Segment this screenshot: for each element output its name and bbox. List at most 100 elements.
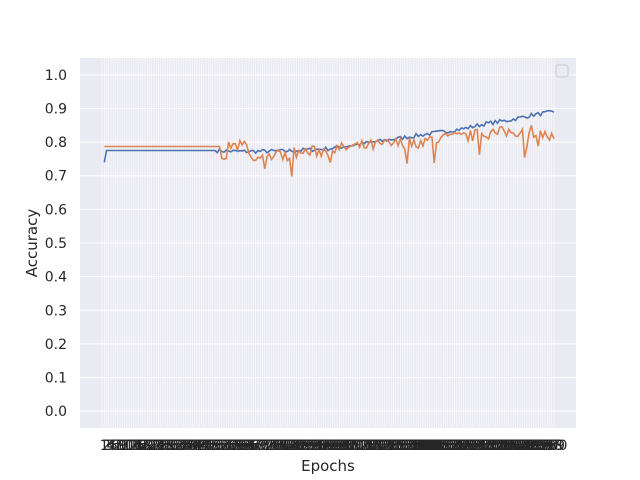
x-tick-label: 32 xyxy=(165,438,183,454)
x-tick-label: 121 xyxy=(362,438,389,454)
x-tick-label: 97 xyxy=(312,438,330,454)
y-tick-label: 0.9 xyxy=(45,101,67,117)
x-tick-label: 105 xyxy=(326,438,353,454)
x-tick-label: 77 xyxy=(267,438,285,454)
x-tick-label: 43 xyxy=(190,438,208,454)
x-tick-label: 53 xyxy=(213,438,231,454)
x-tick-label: 175 xyxy=(484,438,511,454)
x-tick-label: 197 xyxy=(534,438,561,454)
x-tick-label: 182 xyxy=(500,438,527,454)
x-tick-label: 18 xyxy=(134,438,152,454)
x-tick-label: 76 xyxy=(265,438,283,454)
x-tick-label: 60 xyxy=(229,438,247,454)
x-tick-label: 66 xyxy=(242,438,260,454)
x-tick-label: 180 xyxy=(495,438,522,454)
x-tick-label: 17 xyxy=(132,438,150,454)
x-tick-label: 134 xyxy=(391,438,418,454)
x-tick-label: 188 xyxy=(514,438,541,454)
x-tick-label: 50 xyxy=(206,438,224,454)
x-tick-label: 173 xyxy=(480,438,507,454)
x-tick-label: 118 xyxy=(355,438,382,454)
x-tick-label: 106 xyxy=(328,438,355,454)
x-tick-label: 167 xyxy=(466,438,493,454)
y-tick-label: 0.8 xyxy=(45,135,67,151)
x-tick-label: 34 xyxy=(170,438,188,454)
series-line-1 xyxy=(103,109,555,163)
x-tick-label: 98 xyxy=(315,438,333,454)
y-tick-label: 0.5 xyxy=(45,236,67,252)
x-tick-label: 82 xyxy=(278,438,296,454)
x-tick-label: 27 xyxy=(154,438,172,454)
x-tick-label: 52 xyxy=(211,438,229,454)
x-tick-label: 160 xyxy=(450,438,477,454)
x-tick-label: 172 xyxy=(477,438,504,454)
x-tick-label: 115 xyxy=(349,438,376,454)
x-tick-label: 41 xyxy=(186,438,204,454)
x-tick-label: 146 xyxy=(419,438,446,454)
x-tick-label: 152 xyxy=(432,438,459,454)
x-tick-label: 29 xyxy=(159,438,177,454)
x-tick-label: 61 xyxy=(231,438,249,454)
x-tick-label: 68 xyxy=(247,438,265,454)
x-tick-label: 81 xyxy=(276,438,294,454)
x-tick-label: 129 xyxy=(380,438,407,454)
x-tick-label: 22 xyxy=(143,438,161,454)
x-tick-label: 23 xyxy=(145,438,163,454)
x-tick-label: 31 xyxy=(163,438,181,454)
x-tick-label: 178 xyxy=(491,438,518,454)
x-tick-label: 16 xyxy=(129,438,147,454)
x-tick-label: 117 xyxy=(353,438,380,454)
x-tick-label: 196 xyxy=(532,438,559,454)
x-tick-label: 157 xyxy=(443,438,470,454)
x-tick-label: 158 xyxy=(446,438,473,454)
x-tick-label: 85 xyxy=(285,438,303,454)
x-tick-label: 20 xyxy=(138,438,156,454)
x-tick-label: 24 xyxy=(147,438,165,454)
x-tick-label: 141 xyxy=(407,438,434,454)
x-tick-label: 87 xyxy=(290,438,308,454)
y-tick-label: 0.0 xyxy=(45,404,67,420)
x-tick-label: 198 xyxy=(536,438,563,454)
x-tick-label: 33 xyxy=(168,438,186,454)
x-axis-title: Epochs xyxy=(301,457,355,475)
x-tick-label: 168 xyxy=(468,438,495,454)
x-tick-label: 139 xyxy=(403,438,430,454)
x-tick-label: 151 xyxy=(430,438,457,454)
x-tick-label: 74 xyxy=(260,438,278,454)
x-tick-label: 122 xyxy=(364,438,391,454)
x-tick-label: 45 xyxy=(195,438,213,454)
x-tick-label: 104 xyxy=(324,438,351,454)
x-tick-label: 91 xyxy=(299,438,317,454)
x-tick-label: 127 xyxy=(376,438,403,454)
x-tick-label: 164 xyxy=(459,438,486,454)
x-tick-label: 56 xyxy=(220,438,238,454)
x-tick-label: 37 xyxy=(177,438,195,454)
x-tick-label: 15 xyxy=(127,438,145,454)
x-tick-label: 42 xyxy=(188,438,206,454)
x-tick-label: 94 xyxy=(306,438,324,454)
x-tick-label: 95 xyxy=(308,438,326,454)
x-tick-label: 69 xyxy=(249,438,267,454)
x-tick-label: 108 xyxy=(333,438,360,454)
x-tick-label: 107 xyxy=(330,438,357,454)
x-tick-label: 144 xyxy=(414,438,441,454)
x-tick-label: 12 xyxy=(120,438,138,454)
x-tick-label: 154 xyxy=(437,438,464,454)
x-tick-label: 57 xyxy=(222,438,240,454)
x-tick-label: 47 xyxy=(199,438,217,454)
x-tick-label: 80 xyxy=(274,438,292,454)
x-tick-labels: 1234567891011121314151617181920212223242… xyxy=(100,438,568,454)
x-tick-label: 130 xyxy=(382,438,409,454)
x-tick-label: 48 xyxy=(202,438,220,454)
x-tick-label: 102 xyxy=(319,438,346,454)
x-tick-label: 186 xyxy=(509,438,536,454)
x-tick-label: 138 xyxy=(401,438,428,454)
x-tick-label: 70 xyxy=(251,438,269,454)
x-tick-label: 73 xyxy=(258,438,276,454)
x-tick-label: 136 xyxy=(396,438,423,454)
x-tick-label: 119 xyxy=(358,438,385,454)
x-tick-label: 36 xyxy=(174,438,192,454)
x-tick-label: 10 xyxy=(116,438,134,454)
x-tick-label: 101 xyxy=(317,438,344,454)
x-tick-label: 59 xyxy=(226,438,244,454)
